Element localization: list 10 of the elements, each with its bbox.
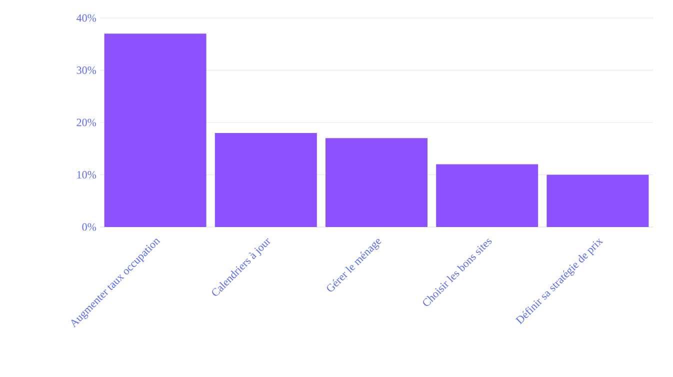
y-tick-label: 10% [77,171,96,178]
bar [326,138,428,227]
y-tick-label: 30% [76,66,96,74]
bar [546,174,649,227]
y-tick-label: 0% [82,223,96,231]
y-tick-label: 40% [76,14,96,22]
bar [214,132,317,227]
y-tick-label: 20% [76,118,96,126]
bar [104,34,206,227]
bar [436,164,538,227]
